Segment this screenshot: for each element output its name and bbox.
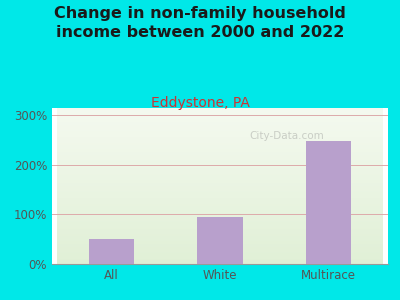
Bar xyxy=(306,141,351,264)
Bar xyxy=(89,239,134,264)
Text: Change in non-family household
income between 2000 and 2022: Change in non-family household income be… xyxy=(54,6,346,40)
Text: City-Data.com: City-Data.com xyxy=(250,131,324,141)
Bar xyxy=(197,217,243,264)
Text: Eddystone, PA: Eddystone, PA xyxy=(150,96,250,110)
